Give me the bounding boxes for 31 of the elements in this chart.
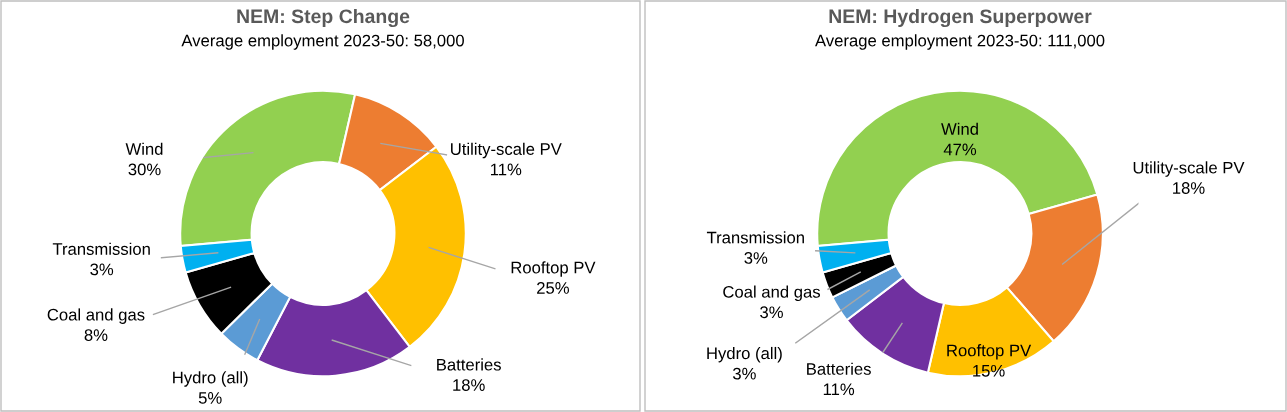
slice-label: Wind bbox=[125, 142, 163, 155]
data-label: 3% bbox=[760, 306, 783, 319]
chart-title: NEM: Hydrogen Superpower bbox=[829, 8, 1092, 28]
slice-label: Rooftop PV bbox=[511, 261, 596, 277]
slice-label: Hydro (all) bbox=[707, 346, 782, 363]
data-label: 30% bbox=[128, 163, 161, 176]
data-label: 11% bbox=[490, 163, 522, 176]
data-label: 18% bbox=[1173, 182, 1205, 194]
data-label: 3% bbox=[744, 252, 768, 264]
slice-label: Utility-scale PV bbox=[451, 142, 562, 159]
slice-label: Utility-scale PV bbox=[1133, 161, 1245, 177]
data-label: 3% bbox=[90, 263, 114, 276]
slice-label: Coal and gas bbox=[723, 285, 821, 302]
data-label: 25% bbox=[537, 282, 569, 294]
data-label: 8% bbox=[84, 329, 108, 341]
slice-label: Hydro (all) bbox=[173, 371, 248, 387]
slice-label: Batteries bbox=[807, 362, 871, 375]
data-label: 18% bbox=[453, 379, 485, 391]
data-label: 5% bbox=[198, 392, 222, 404]
slice-label: Batteries bbox=[437, 358, 501, 371]
slice-label: Transmission bbox=[706, 231, 804, 244]
chart-subtitle: Average employment 2023-50: 111,000 bbox=[815, 34, 1105, 50]
data-label: 47% bbox=[943, 143, 977, 156]
chart-title: NEM: Step Change bbox=[237, 8, 410, 28]
slice-label: Rooftop PV bbox=[947, 344, 1032, 360]
slice-label: Transmission bbox=[52, 242, 150, 255]
data-label: 3% bbox=[732, 367, 756, 380]
data-label: 11% bbox=[823, 383, 855, 396]
slice-label: Wind bbox=[941, 122, 978, 135]
slice-label: Coal and gas bbox=[47, 308, 145, 324]
chart-subtitle: Average employment 2023-50: 58,000 bbox=[181, 34, 464, 50]
